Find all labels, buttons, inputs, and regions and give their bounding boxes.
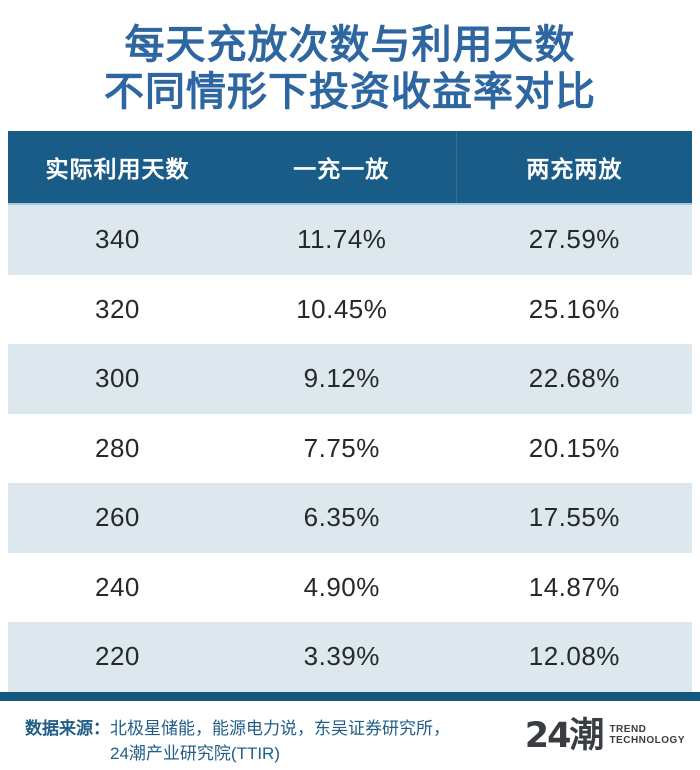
divider-bar (0, 691, 700, 701)
table-row: 340 11.74% 27.59% (8, 205, 692, 275)
table-row: 240 4.90% 14.87% (8, 553, 692, 623)
column-header-two-charge-two-discharge: 两充两放 (526, 156, 623, 182)
table-row: 260 6.35% 17.55% (8, 483, 692, 553)
cell-days: 280 (94, 432, 140, 463)
cell-days: 340 (94, 224, 140, 255)
brand-logo-subtitle: TREND TECHNOLOGY (609, 724, 685, 747)
cell-days: 300 (94, 363, 140, 394)
cell-one-charge-rate: 3.39% (303, 641, 380, 672)
cell-two-charge-rate: 22.68% (528, 363, 620, 394)
cell-one-charge-rate: 7.75% (303, 432, 380, 463)
brand-logo: 24潮 TREND TECHNOLOGY (525, 717, 690, 755)
brand-logo-text: 24潮 (524, 715, 605, 756)
data-source-line-1: 北极星储能，能源电力说，东吴证券研究所， (110, 718, 450, 738)
table-header-row: 实际利用天数 一充一放 两充两放 (8, 131, 692, 205)
table-row: 220 3.39% 12.08% (8, 622, 692, 692)
page-title-line-2: 不同情形下投资收益率对比 (104, 70, 596, 114)
data-source: 数据来源： 北极星储能，能源电力说，东吴证券研究所， 24潮产业研究院(TTIR… (25, 716, 450, 766)
cell-two-charge-rate: 27.59% (528, 224, 620, 255)
column-header-utilization-days: 实际利用天数 (45, 156, 190, 182)
cell-one-charge-rate: 9.12% (303, 363, 380, 394)
data-source-label: 数据来源： (25, 718, 110, 738)
cell-days: 240 (94, 571, 140, 602)
brand-logo-subtitle-line-2: TECHNOLOGY (609, 735, 685, 746)
cell-one-charge-rate: 6.35% (303, 502, 380, 533)
brand-logo-subtitle-line-1: TREND (609, 723, 647, 735)
cell-two-charge-rate: 20.15% (528, 432, 620, 463)
column-header-one-charge-one-discharge: 一充一放 (227, 131, 457, 203)
cell-two-charge-rate: 14.87% (528, 571, 620, 602)
table-row: 300 9.12% 22.68% (8, 344, 692, 414)
cell-two-charge-rate: 25.16% (528, 293, 620, 324)
table-row: 280 7.75% 20.15% (8, 414, 692, 484)
data-source-text: 北极星储能，能源电力说，东吴证券研究所， 24潮产业研究院(TTIR) (110, 716, 450, 766)
cell-one-charge-rate: 4.90% (303, 571, 380, 602)
data-source-line-2: 24潮产业研究院(TTIR) (110, 743, 280, 763)
cell-one-charge-rate: 10.45% (296, 293, 388, 324)
footer: 数据来源： 北极星储能，能源电力说，东吴证券研究所， 24潮产业研究院(TTIR… (0, 701, 700, 766)
table-row: 320 10.45% 25.16% (8, 275, 692, 345)
cell-days: 220 (94, 641, 140, 672)
cell-days: 260 (94, 502, 140, 533)
page-title-line-1: 每天充放次数与利用天数 (124, 23, 576, 67)
cell-two-charge-rate: 12.08% (528, 641, 620, 672)
cell-one-charge-rate: 11.74% (297, 224, 387, 255)
returns-comparison-table: 实际利用天数 一充一放 两充两放 340 11.74% 27.59% 320 1… (8, 131, 692, 692)
cell-two-charge-rate: 17.55% (528, 502, 620, 533)
page-title: 每天充放次数与利用天数 不同情形下投资收益率对比 (0, 0, 700, 116)
cell-days: 320 (94, 293, 140, 324)
